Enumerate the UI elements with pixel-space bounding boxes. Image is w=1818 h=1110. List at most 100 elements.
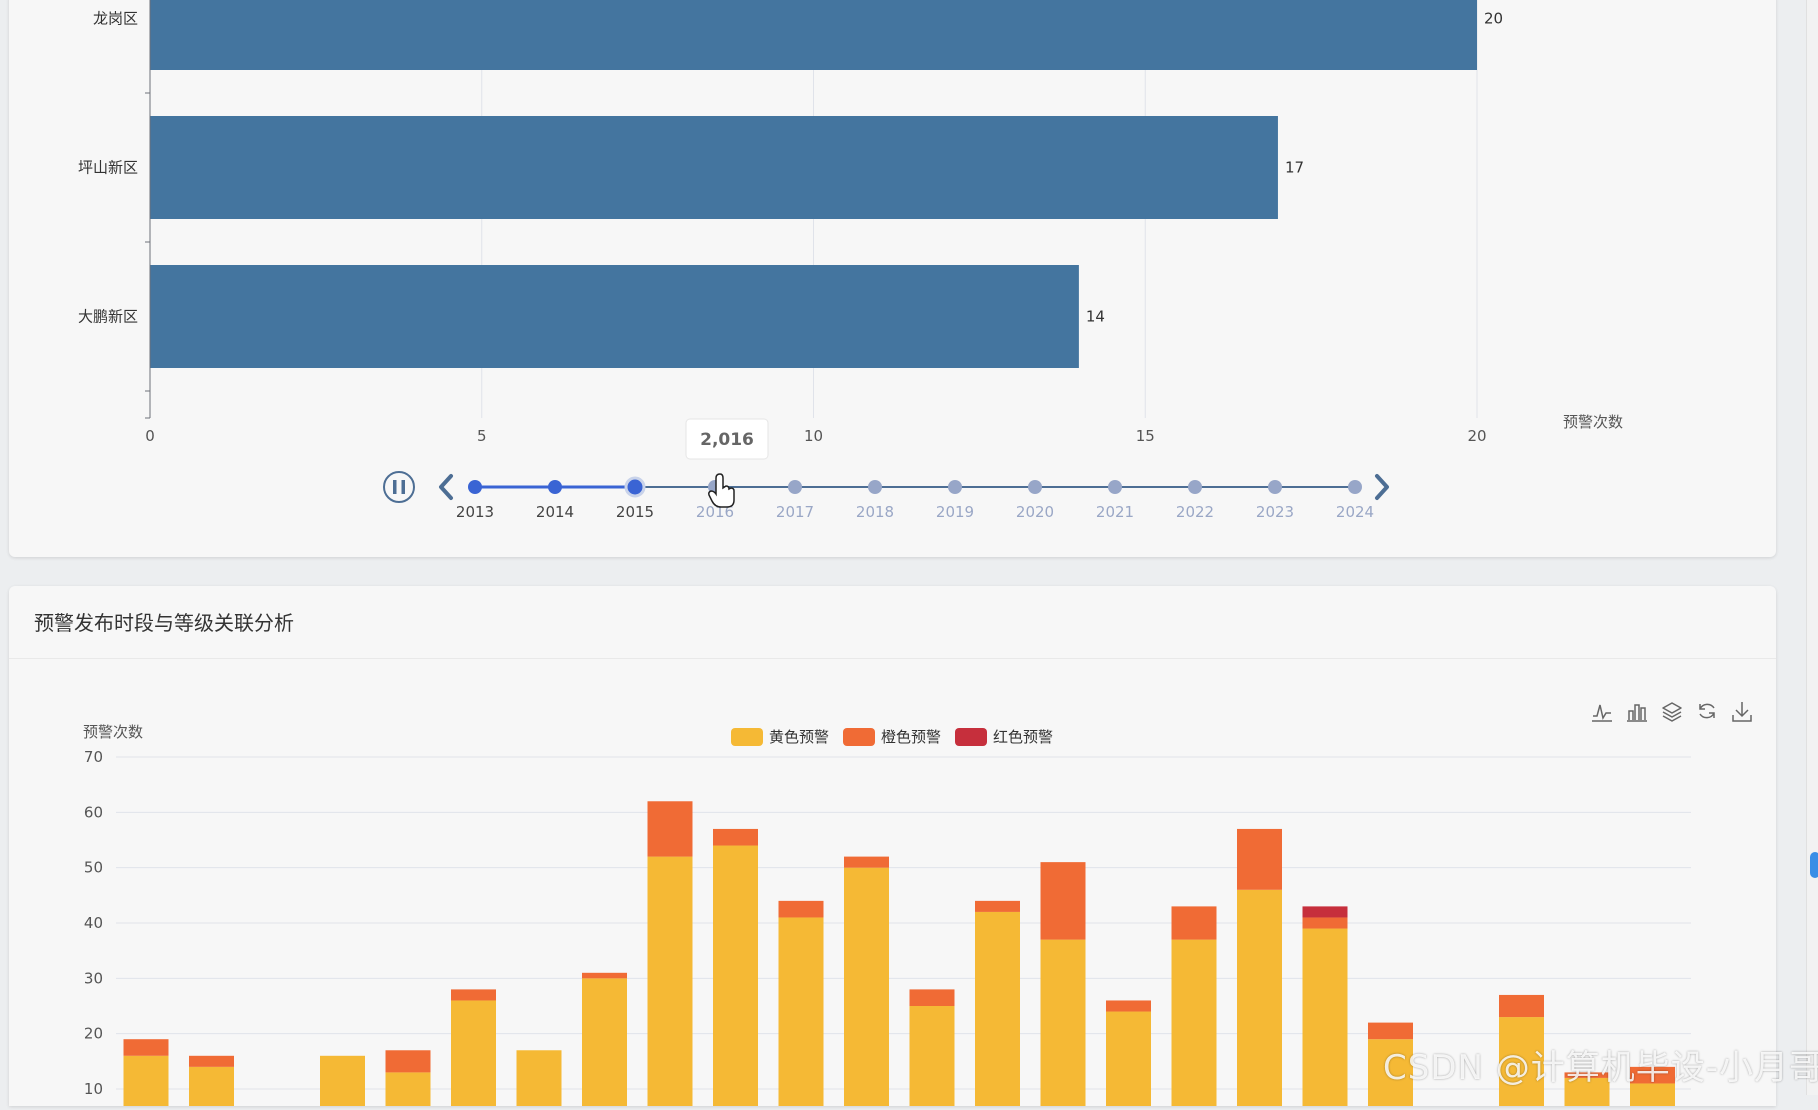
y-tick-label: 60 <box>84 803 103 821</box>
bar-segment[interactable] <box>189 1066 234 1106</box>
timeline-year-label: 2019 <box>936 503 974 521</box>
scroll-thumb[interactable] <box>1810 852 1818 878</box>
legend-item[interactable]: 橙色预警 <box>843 728 941 746</box>
bar-segment[interactable] <box>1499 994 1544 1018</box>
bar-segment[interactable] <box>844 867 889 1106</box>
x-tick-label: 15 <box>1136 427 1155 445</box>
timeline-point-current[interactable] <box>624 476 646 498</box>
timeline-year-label: 2017 <box>776 503 814 521</box>
bar-segment[interactable] <box>385 1072 431 1106</box>
bar-segment[interactable] <box>1237 828 1282 890</box>
timeline-point[interactable] <box>1268 480 1282 494</box>
bar-segment[interactable] <box>582 978 627 1106</box>
bar-chart-icon[interactable] <box>1627 704 1647 722</box>
bar-segment[interactable] <box>320 1055 365 1106</box>
bar-segment[interactable] <box>189 1055 234 1067</box>
tooltip-text: 2,016 <box>700 430 754 450</box>
timeline-point[interactable] <box>948 480 962 494</box>
bar-segment[interactable] <box>1106 1000 1151 1012</box>
bar-segment[interactable] <box>1564 1072 1610 1078</box>
x-tick-label: 5 <box>477 427 487 445</box>
bar-segment[interactable] <box>647 801 693 857</box>
bar-segment[interactable] <box>516 1050 562 1106</box>
legend-item[interactable]: 红色预警 <box>955 728 1053 746</box>
stack-icon[interactable] <box>1662 702 1682 722</box>
hourly-chart-card: 预警发布时段与等级关联分析 10 20 30 40 50 60 70 预警次数 黄色预警 橙色预警… <box>9 586 1776 1106</box>
bar-segment[interactable] <box>1302 917 1348 929</box>
pause-icon[interactable] <box>383 471 415 503</box>
bar-segment[interactable] <box>385 1050 431 1073</box>
bar-segment[interactable] <box>975 900 1020 912</box>
timeline-point[interactable] <box>1348 480 1362 494</box>
bar-segment[interactable] <box>844 856 889 868</box>
timeline-year-label: 2020 <box>1016 503 1054 521</box>
bar-data-label: 14 <box>1086 308 1105 326</box>
y-tick-label: 10 <box>84 1080 103 1098</box>
legend-label: 黄色预警 <box>769 728 829 746</box>
legend-label: 红色预警 <box>993 728 1053 746</box>
bar-segment[interactable] <box>778 917 824 1106</box>
timeline-year-label: 2022 <box>1176 503 1214 521</box>
timeline-point[interactable] <box>788 480 802 494</box>
bar-segment[interactable] <box>909 1006 955 1106</box>
bar-segment[interactable] <box>451 989 496 1001</box>
bar-大鹏新区[interactable] <box>150 265 1079 368</box>
bar-segment[interactable] <box>1171 939 1217 1106</box>
pause-button[interactable] <box>383 471 415 503</box>
district-chart-card: 20 龙岗区 17 坪山新区 14 大鹏新区 0 5 10 15 20 预警次数 2013 2014 201… <box>9 0 1776 557</box>
bar-segment[interactable] <box>1171 906 1217 940</box>
prev-arrow-icon[interactable] <box>439 474 453 500</box>
timeline-point[interactable] <box>468 480 482 494</box>
bar-segment[interactable] <box>582 972 627 979</box>
bar-data-label: 17 <box>1285 159 1304 177</box>
page-scrollbar[interactable] <box>1806 0 1818 1095</box>
line-chart-icon[interactable] <box>1592 704 1612 722</box>
bar-segment[interactable] <box>909 989 955 1006</box>
pause-bar <box>393 480 397 494</box>
bar-segment[interactable] <box>451 1000 496 1106</box>
x-tick-label: 20 <box>1467 427 1486 445</box>
next-arrow-icon[interactable] <box>1375 474 1389 500</box>
bar-segment[interactable] <box>1040 862 1086 940</box>
timeline-point[interactable] <box>548 480 562 494</box>
timeline-point[interactable] <box>1108 480 1122 494</box>
bar-segment[interactable] <box>713 828 758 846</box>
bar-segment[interactable] <box>1106 1011 1151 1106</box>
bar-龙岗区[interactable] <box>150 0 1477 70</box>
bar-segment[interactable] <box>1040 939 1086 1106</box>
restore-icon[interactable] <box>1699 703 1715 719</box>
bar-segment[interactable] <box>1368 1022 1413 1040</box>
y-tick-label: 20 <box>84 1025 103 1043</box>
pause-bar <box>401 480 405 494</box>
bar-segment[interactable] <box>1302 928 1348 1106</box>
card-title: 预警发布时段与等级关联分析 <box>34 611 294 635</box>
legend-swatch <box>955 728 987 746</box>
legend-item[interactable]: 黄色预警 <box>731 728 829 746</box>
timeline-year-label: 2024 <box>1336 503 1374 521</box>
y-tick-label: 大鹏新区 <box>78 308 138 326</box>
bar-segment[interactable] <box>647 856 693 1106</box>
tooltip-box <box>685 418 769 460</box>
timeline-year-label: 2013 <box>456 503 494 521</box>
bar-segment[interactable] <box>1499 1017 1544 1106</box>
timeline-year-label: 2015 <box>616 503 654 521</box>
district-bar-chart: 20 龙岗区 17 坪山新区 14 大鹏新区 0 5 10 15 20 预警次数 2013 2014 201… <box>78 0 1623 521</box>
bar-segment[interactable] <box>123 1039 169 1056</box>
y-tick-label: 龙岗区 <box>93 10 138 28</box>
bar-segment[interactable] <box>1302 906 1348 918</box>
download-icon[interactable] <box>1732 702 1752 722</box>
bar-坪山新区[interactable] <box>150 116 1278 219</box>
legend-label: 橙色预警 <box>881 728 941 746</box>
bar-segment[interactable] <box>123 1055 169 1106</box>
y-tick-label: 50 <box>84 859 103 877</box>
bar-segment[interactable] <box>1630 1066 1675 1084</box>
y-tick-label: 30 <box>84 969 103 987</box>
bar-segment[interactable] <box>713 845 758 1106</box>
bar-segment[interactable] <box>975 911 1020 1106</box>
bar-segment[interactable] <box>1237 889 1282 1106</box>
timeline-point[interactable] <box>1028 480 1042 494</box>
bar-segment[interactable] <box>778 900 824 918</box>
cursor-hand-icon <box>708 473 735 508</box>
timeline-point[interactable] <box>1188 480 1202 494</box>
timeline-point[interactable] <box>868 480 882 494</box>
